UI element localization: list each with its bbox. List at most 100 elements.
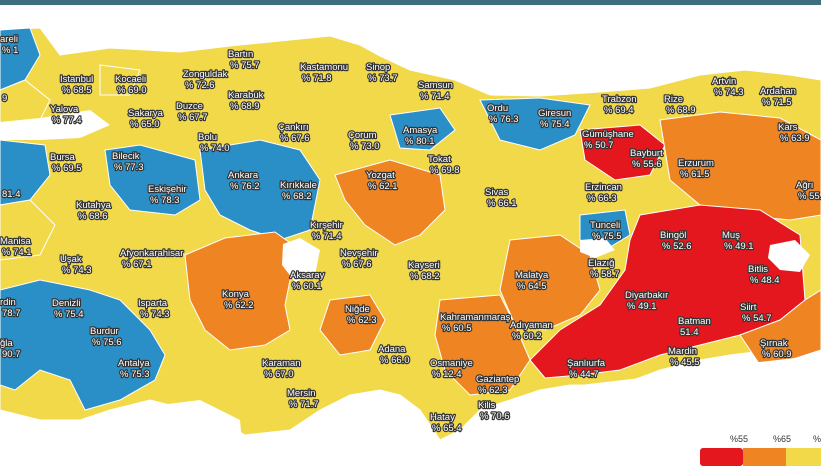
- province-name-hatay: Hatay: [430, 412, 455, 423]
- province-name-yalova: Yalova: [50, 104, 79, 115]
- province-value-kayseri: % 68.2: [410, 271, 440, 282]
- province-name-eskisehir: Eskişehir: [148, 184, 187, 195]
- province-value-denizli: % 75.4: [54, 309, 84, 320]
- province-value-agri: % 55.2: [798, 191, 821, 202]
- region-kocaeli-area: [99, 64, 141, 96]
- province-name-edirne: areli: [0, 34, 18, 45]
- province-name-karabuk: Karabük: [228, 90, 264, 101]
- province-value-istanbul: % 68.5: [62, 85, 92, 96]
- province-name-artvin: Artvin: [712, 76, 736, 87]
- province-name-kastamonu: Kastamonu: [300, 62, 348, 73]
- province-value-karabuk: % 68.9: [230, 101, 260, 112]
- legend: %55 %65 %7: [700, 434, 821, 466]
- province-value-artvin: % 74.3: [714, 87, 744, 98]
- region-aegean-mediterranean: [0, 279, 166, 411]
- province-value-burdur: % 75.6: [92, 337, 122, 348]
- region-yozgat: [334, 159, 446, 246]
- legend-label-1: %55: [730, 434, 748, 444]
- province-name-rize: Rize: [664, 94, 683, 105]
- province-value-erzurum: % 61.5: [680, 169, 710, 180]
- province-name-elazig: Elazığ: [588, 258, 614, 269]
- province-name-tunceli: Tunceli: [590, 220, 620, 231]
- province-value-bayburt: % 55.6: [632, 159, 662, 170]
- province-value-duzce: % 67.7: [178, 112, 208, 123]
- province-value-batman: 51.4: [680, 327, 699, 338]
- province-name-kahramanmaras: Kahramanmaraş: [440, 312, 510, 323]
- province-value-karaman: % 67.0: [264, 369, 294, 380]
- province-value-bursa: % 69.5: [52, 163, 82, 174]
- province-name-mardin: Mardin: [668, 346, 697, 357]
- province-value-giresun: % 75.4: [540, 119, 570, 130]
- province-name-mus: Muş: [722, 230, 740, 241]
- province-name-ordu: Ordu: [487, 103, 508, 114]
- region-konya: [184, 231, 301, 351]
- province-name-bitlis: Bitlis: [748, 264, 768, 275]
- region-malatya-adiyaman: [499, 234, 601, 331]
- region-eskisehir-bilecik: [104, 144, 201, 216]
- province-value-mus: % 49.1: [724, 241, 754, 252]
- province-name-kutahya: Kutahya: [76, 200, 112, 211]
- province-name-batman: Batman: [678, 316, 711, 327]
- province-value-gaziantep: % 62.3: [478, 385, 508, 396]
- province-value-aksaray: % 60.1: [292, 281, 322, 292]
- province-value-izmir: 78.7: [2, 308, 21, 319]
- top-accent-bar: [0, 0, 821, 5]
- province-name-gaziantep: Gaziantep: [476, 374, 519, 385]
- province-name-kocaeli: Kocaeli: [115, 74, 146, 85]
- province-value-ankara: % 76.2: [230, 181, 260, 192]
- province-name-cankiri: Çankırı: [278, 122, 309, 133]
- legend-label-2: %65: [773, 434, 791, 444]
- province-value-bingol: % 52.6: [662, 241, 692, 252]
- province-name-afyonkarahisar: Afyonkarahisar: [120, 248, 183, 259]
- province-name-nigde: Niğde: [345, 304, 370, 315]
- province-name-corum: Çorum: [348, 130, 377, 141]
- province-value-sinop: % 73.7: [368, 73, 398, 84]
- region-southeast-red: [529, 204, 806, 379]
- province-name-sakarya: Sakarya: [128, 108, 164, 119]
- province-name-antalya: Antalya: [118, 358, 150, 369]
- province-name-samsun: Samsun: [418, 80, 453, 91]
- province-value-sanliurfa: % 44.7: [569, 369, 599, 380]
- province-name-yozgat: Yozgat: [366, 170, 395, 181]
- marmara-sea: [0, 110, 110, 140]
- region-nigde: [319, 294, 386, 356]
- legend-bar-red: [700, 448, 743, 466]
- province-value-isparta: % 74.3: [140, 309, 170, 320]
- province-value-mugla: 90.7: [2, 349, 21, 360]
- province-value-edirne: % 1: [2, 45, 18, 56]
- province-value-amasya: % 80.1: [405, 136, 435, 147]
- region-balikesir: [0, 139, 51, 206]
- lake-keban: [580, 238, 615, 258]
- province-name-bursa: Bursa: [50, 152, 76, 163]
- region-layer: [0, 27, 821, 411]
- province-value-elazig: % 58.7: [590, 269, 620, 280]
- province-value-bolu: % 74.0: [200, 143, 230, 154]
- province-value-ardahan: % 71.5: [762, 97, 792, 108]
- province-name-aksaray: Aksaray: [290, 270, 325, 281]
- province-value-yalova: % 77.4: [52, 115, 82, 126]
- province-name-sinop: Sinop: [366, 62, 390, 73]
- province-value-istanbul-w: 9: [2, 93, 7, 104]
- province-name-siirt: Siirt: [740, 302, 757, 313]
- province-name-bilecik: Bilecik: [112, 151, 140, 162]
- region-amasya-ordu: [389, 107, 456, 151]
- province-name-trabzon: Trabzon: [602, 94, 637, 105]
- province-value-adana: % 66.0: [380, 355, 410, 366]
- province-name-bingol: Bingöl: [660, 230, 686, 241]
- province-name-kayseri: Kayseri: [408, 260, 440, 271]
- province-value-sivas: % 66.1: [487, 198, 517, 209]
- province-value-hatay: % 65.4: [432, 423, 462, 434]
- province-value-kilis: % 70.6: [480, 411, 510, 422]
- province-value-nevsehir: % 67.6: [342, 259, 372, 270]
- region-ankara: [199, 139, 321, 241]
- province-value-tokat: % 69.8: [430, 165, 460, 176]
- province-name-erzurum: Erzurum: [678, 158, 714, 169]
- province-name-sanliurfa: Şanlıurfa: [567, 358, 606, 369]
- province-value-sakarya: % 65.0: [130, 119, 160, 130]
- province-value-bilecik: % 77.3: [114, 162, 144, 173]
- province-name-diyarbakir: Diyarbakır: [625, 290, 668, 301]
- province-value-mardin: % 45.5: [670, 357, 700, 368]
- province-value-kocaeli: % 69.0: [117, 85, 147, 96]
